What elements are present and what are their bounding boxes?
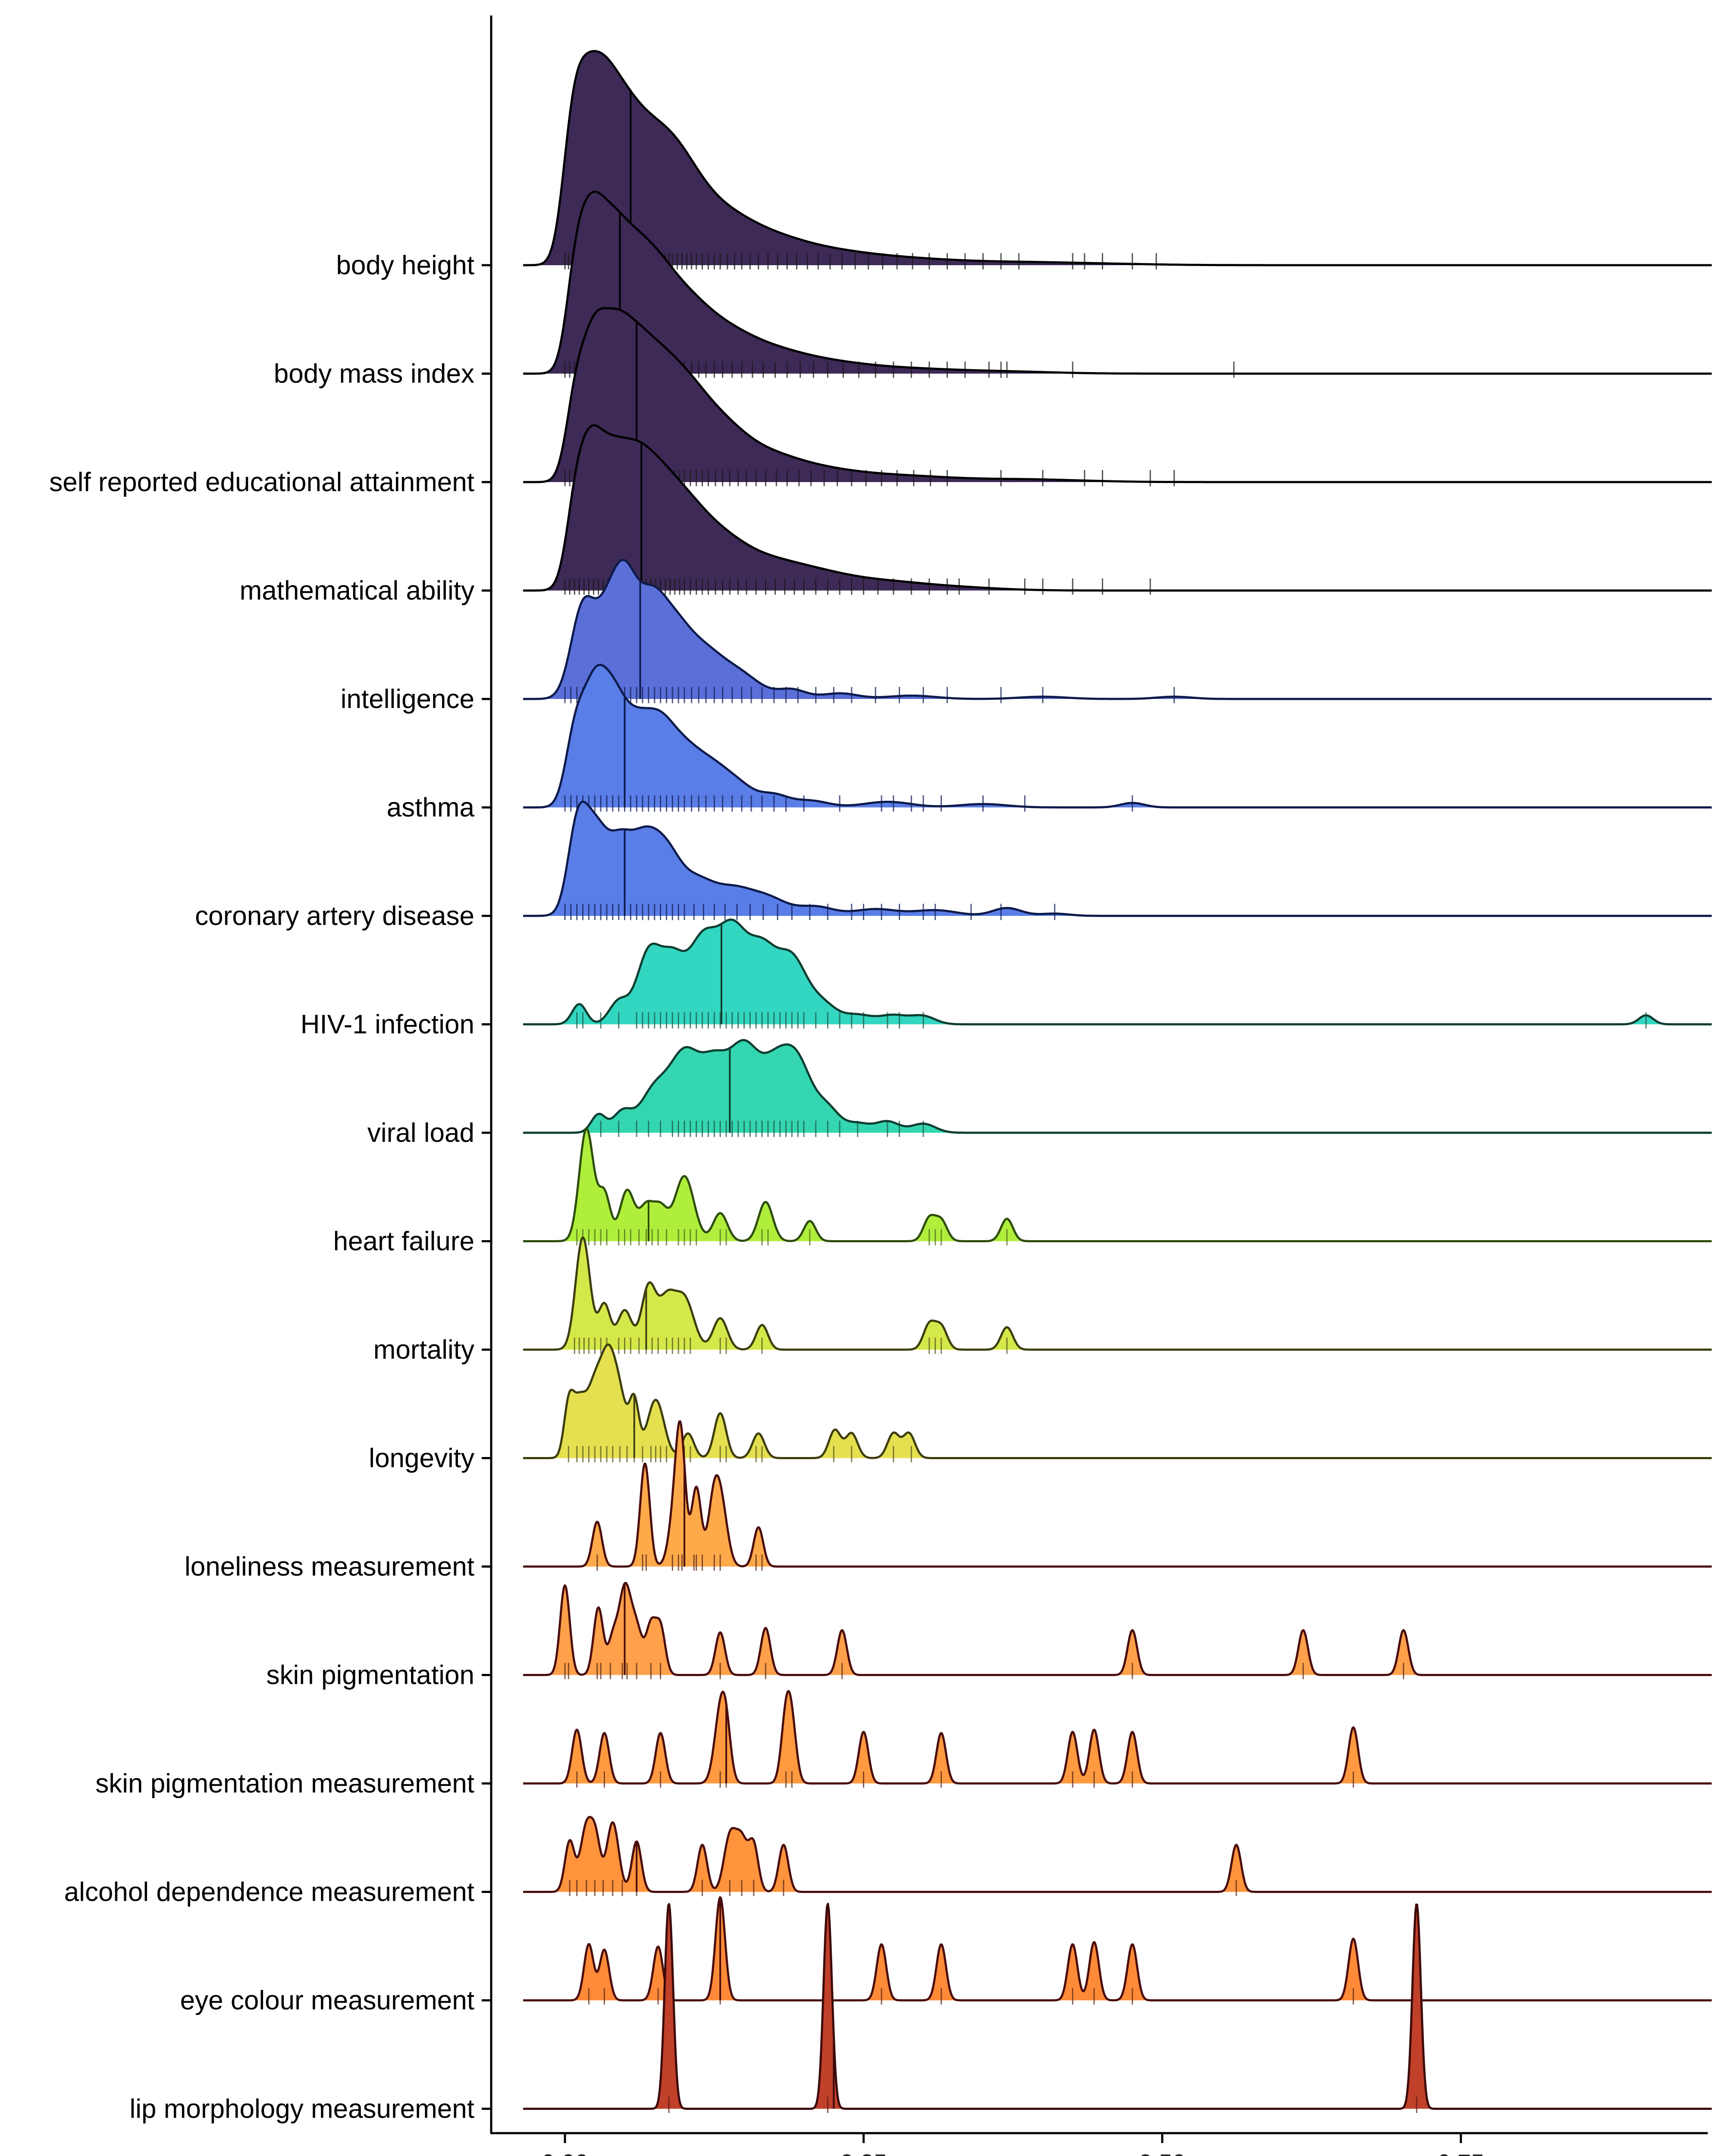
category-label: lip morphology measurement <box>130 2094 475 2124</box>
ridge-heart-failure <box>523 1127 1712 1246</box>
density-outline <box>523 1420 1712 1568</box>
category-label: self reported educational attainment <box>49 467 474 497</box>
density-outline <box>523 918 1712 1025</box>
rug-marks <box>588 1988 1354 2005</box>
category-labels: body height body mass index self reported … <box>49 251 491 2124</box>
ridge-hiv-1-infection <box>523 918 1712 1029</box>
category-label: alcohol dependence measurement <box>64 1877 474 1907</box>
density-area <box>523 919 1712 1025</box>
category-label: loneliness measurement <box>185 1552 474 1582</box>
density-outline <box>523 1343 1712 1459</box>
category-label: skin pigmentation <box>267 1661 475 1690</box>
ridge-viral-load <box>523 1039 1712 1137</box>
category-label: mortality <box>373 1335 474 1365</box>
ridge-alcohol-dependence-measurement <box>523 1816 1712 1896</box>
rug-marks <box>564 795 1133 812</box>
density-area <box>523 1897 1712 2000</box>
category-label: longevity <box>369 1444 474 1473</box>
density-outline <box>523 559 1712 700</box>
ridge-loneliness-measurement <box>523 1420 1712 1571</box>
ridge-skin-pigmentation-measurement <box>523 1690 1712 1788</box>
density-outline <box>523 1896 1712 2002</box>
rug-marks <box>568 1446 912 1463</box>
category-label: viral load <box>367 1118 474 1148</box>
density-area <box>523 1691 1712 1783</box>
x-tick-marks: 0.00 0.25 0.50 0.75 <box>542 2133 1484 2156</box>
x-tick-label: 0.25 <box>840 2149 887 2156</box>
ridge-mortality <box>523 1236 1712 1354</box>
density-outline <box>523 50 1712 266</box>
category-label: asthma <box>387 793 475 823</box>
ridges-layer <box>523 50 1712 2113</box>
density-area <box>523 1040 1712 1133</box>
density-area <box>523 1817 1712 1892</box>
ridge-body-height <box>523 50 1712 270</box>
rug-marks <box>596 1554 763 1571</box>
x-tick-label: 0.00 <box>542 2149 589 2156</box>
category-label: mathematical ability <box>240 576 474 606</box>
rug-marks <box>576 1229 1008 1246</box>
density-outline <box>523 1816 1712 1893</box>
rug-marks <box>564 1663 1404 1680</box>
density-area <box>523 1421 1712 1567</box>
category-label: HIV-1 infection <box>301 1010 474 1040</box>
density-area <box>523 1344 1712 1458</box>
density-outline <box>523 1690 1712 1785</box>
density-outline <box>523 1902 1712 2110</box>
density-outline <box>523 664 1712 808</box>
rug-marks <box>574 1338 1008 1354</box>
density-area <box>523 1128 1712 1241</box>
category-label: eye colour measurement <box>180 1986 474 2015</box>
category-label: intelligence <box>341 684 474 714</box>
rug-marks <box>569 1880 1237 1896</box>
ridge-coronary-artery-disease <box>523 800 1712 920</box>
x-tick-label: 0.50 <box>1139 2149 1186 2156</box>
density-outline <box>523 1039 1712 1134</box>
rug-marks <box>668 2096 1418 2113</box>
density-outline <box>523 190 1712 375</box>
density-area <box>523 1904 1712 2109</box>
density-area <box>523 802 1712 916</box>
ridge-eye-colour-measurement <box>523 1896 1712 2005</box>
rug-marks <box>600 1121 924 1137</box>
rug-marks <box>576 1771 1354 1788</box>
x-tick-label: 0.75 <box>1437 2149 1484 2156</box>
density-area <box>523 560 1712 699</box>
category-label: coronary artery disease <box>195 901 474 931</box>
density-outline <box>523 424 1712 592</box>
density-outline <box>523 1127 1712 1242</box>
ridge-asthma <box>523 664 1712 812</box>
density-outline <box>523 1582 1712 1676</box>
density-area <box>523 1583 1712 1675</box>
density-outline <box>523 307 1712 483</box>
density-area <box>523 1238 1712 1350</box>
rug-marks <box>564 904 1056 920</box>
density-outline <box>523 800 1712 917</box>
ridge-longevity <box>523 1343 1712 1463</box>
density-outline <box>523 1236 1712 1351</box>
density-area <box>523 51 1712 265</box>
category-label: body mass index <box>274 359 474 389</box>
category-label: heart failure <box>333 1227 474 1257</box>
density-area <box>523 664 1712 808</box>
category-label: body height <box>336 251 474 280</box>
ridge-skin-pigmentation <box>523 1582 1712 1680</box>
category-label: skin pigmentation measurement <box>95 1769 474 1799</box>
ridge-lip-morphology-measurement <box>523 1902 1712 2113</box>
